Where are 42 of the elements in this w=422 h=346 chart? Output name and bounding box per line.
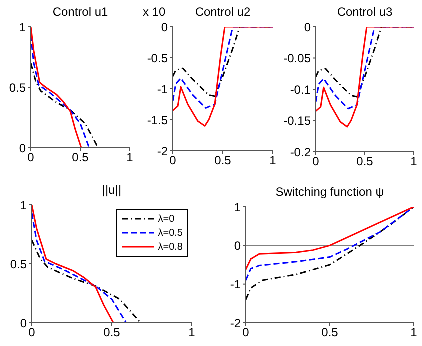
- y-tick-label: -0.2: [290, 145, 312, 160]
- x-tick-label: 1: [126, 150, 134, 165]
- x-tick-label: 0.5: [356, 154, 374, 169]
- y-tick-label: -1: [230, 278, 242, 292]
- y-tick-label: 0: [20, 316, 28, 330]
- legend-label: λ=0.8: [158, 242, 183, 252]
- y-tick-label: -2: [157, 144, 168, 158]
- chart-title: Control u3: [336, 5, 394, 19]
- y-tick-label: 1: [19, 20, 26, 34]
- x-tick-label: 0.5: [214, 154, 232, 168]
- x-tick-label: 1: [410, 326, 418, 340]
- y-tick-label: 1: [234, 200, 242, 214]
- text: x 10: [143, 5, 166, 19]
- line-series: [173, 27, 273, 127]
- y-tick-label: -0.1: [290, 82, 312, 97]
- x-tick-label: 1: [188, 326, 196, 340]
- x-tick-label: 0.5: [322, 326, 339, 340]
- y-tick-label: 0: [19, 141, 26, 156]
- y-tick-label: 0.5: [10, 257, 28, 272]
- y-tick-label: -1.5: [147, 113, 168, 128]
- x-tick-label: 0.5: [104, 326, 121, 340]
- y-tick-label: -0.5: [147, 51, 168, 66]
- x-tick-label: 1: [410, 154, 418, 169]
- y-tick-label: 1: [20, 198, 28, 212]
- x-tick-label: 0.5: [72, 150, 90, 165]
- x-tick-label: 1: [270, 154, 277, 168]
- y-tick-label: -0.05: [284, 52, 312, 66]
- y-tick-label: 0: [161, 20, 168, 34]
- chart-title: Control u2: [194, 5, 252, 19]
- y-tick-label: -1: [157, 82, 168, 96]
- y-tick-label: 0.5: [9, 80, 26, 95]
- legend-label: λ=0: [158, 214, 175, 224]
- y-tick-label: 0: [304, 20, 312, 34]
- chart-title: Control u1: [52, 5, 110, 19]
- line-series: [246, 207, 414, 301]
- y-tick-label: -2: [230, 316, 242, 330]
- line-series: [316, 27, 414, 128]
- chart-title: ||u||: [101, 183, 123, 197]
- y-tick-label: -0.15: [284, 114, 312, 128]
- legend-label: λ=0.5: [158, 228, 183, 238]
- y-tick-label: 0: [234, 238, 242, 253]
- chart-title: Switching function ψ: [274, 185, 386, 199]
